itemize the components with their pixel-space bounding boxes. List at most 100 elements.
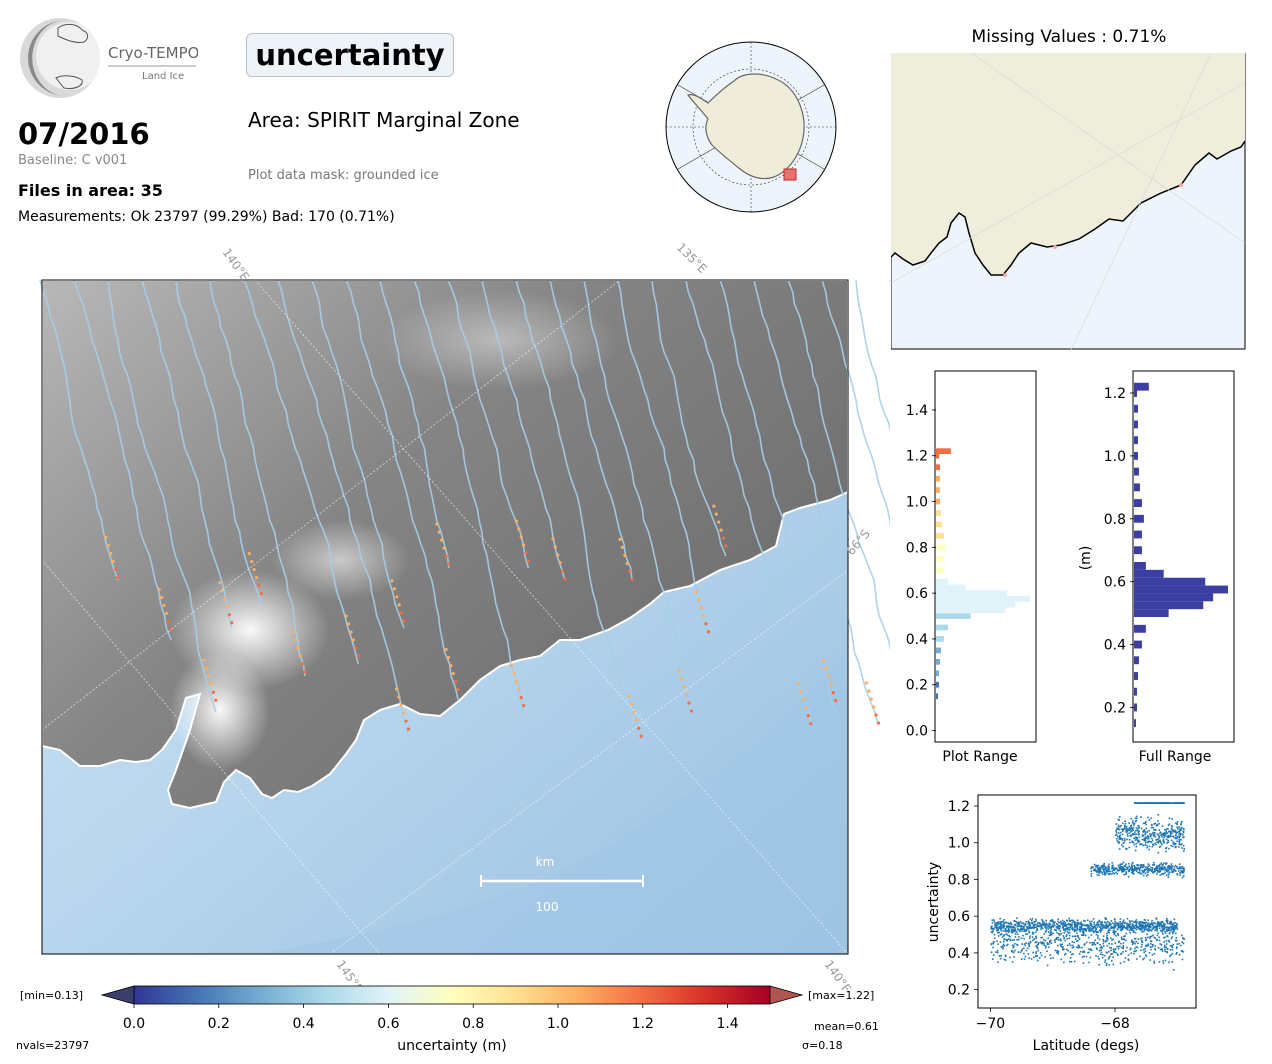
scatter-point — [1154, 835, 1157, 838]
scatter-point — [1177, 827, 1179, 830]
scatter-point — [1176, 821, 1179, 823]
scatter-point — [1032, 925, 1035, 927]
scatter-point — [1164, 829, 1166, 831]
scatter-point — [1070, 924, 1073, 927]
scatter-point — [1154, 842, 1156, 845]
scatter-point — [1067, 932, 1070, 935]
scatter-point — [1172, 830, 1174, 832]
scatter-point — [1095, 947, 1098, 949]
scatter-point — [1163, 936, 1166, 939]
scatter-point — [1007, 929, 1009, 932]
scatter-point — [1096, 873, 1099, 876]
histogram-tick-label: 0.0 — [906, 724, 928, 740]
scatter-point — [1171, 936, 1173, 938]
scatter-ytick-label: 0.6 — [948, 909, 970, 925]
scatter-point — [1072, 953, 1074, 955]
scatter-point — [1159, 922, 1162, 925]
scatter-point — [1107, 921, 1109, 923]
track-hot-point — [402, 711, 406, 715]
scatter-point — [1161, 928, 1164, 931]
scatter-point — [1032, 924, 1035, 926]
scatter-point — [1110, 947, 1112, 949]
scatter-point — [1048, 943, 1050, 945]
scatter-point — [1141, 921, 1143, 924]
scatter-point — [1036, 924, 1038, 926]
scatter-point — [1039, 924, 1042, 926]
scatter-point — [1140, 827, 1143, 830]
scatter-point — [1162, 802, 1164, 804]
scatter-point — [1028, 945, 1031, 948]
scatter-point — [1019, 951, 1022, 953]
scatter-point — [1063, 924, 1065, 927]
scatter-point — [1153, 861, 1155, 864]
scatter-point — [1142, 958, 1144, 961]
scatter-point — [1144, 866, 1147, 868]
scatter-point — [1139, 921, 1142, 924]
scatter-point — [1134, 802, 1137, 804]
scatter-point — [1150, 948, 1152, 951]
scatter-point — [1157, 947, 1160, 949]
scatter-point — [1165, 919, 1168, 922]
scatter-point — [1030, 958, 1033, 960]
scatter-point — [1100, 925, 1103, 927]
histogram-bar — [1134, 577, 1206, 586]
scatter-point — [1141, 940, 1143, 943]
scatter-point — [1033, 938, 1035, 940]
scatter-point — [1148, 927, 1151, 929]
scatter-point — [1117, 824, 1120, 827]
scatter-point — [1061, 919, 1064, 922]
scatter-point — [1131, 923, 1134, 925]
track-line — [413, 279, 525, 713]
scatter-point — [1102, 940, 1105, 943]
scatter-point — [1004, 959, 1007, 961]
scatter-point — [1017, 929, 1020, 931]
scatter-point — [1052, 932, 1054, 935]
scatter-point — [1074, 924, 1077, 927]
scatter-point — [1010, 928, 1013, 931]
scatter-point — [1127, 829, 1130, 832]
scatter-point — [1142, 822, 1145, 825]
scatter-point — [1151, 869, 1154, 872]
scatter-point — [1013, 938, 1016, 941]
scatter-point — [1077, 946, 1080, 949]
histogram-bar — [1134, 719, 1136, 728]
scatter-point — [1125, 932, 1128, 935]
track-hot-point — [623, 553, 627, 558]
scatter-point — [1062, 946, 1064, 948]
scatter-point — [1146, 867, 1149, 870]
scatter-point — [1162, 840, 1164, 842]
scatter-point — [1074, 935, 1077, 937]
scatter-point — [1135, 836, 1137, 839]
scatter-point — [1138, 867, 1141, 870]
histogram-bar — [1134, 569, 1164, 578]
scatter-point — [1181, 949, 1183, 952]
scatter-point — [1116, 838, 1118, 840]
scatter-point — [1106, 866, 1108, 869]
scatter-point — [1139, 872, 1142, 875]
track-hot-point — [560, 569, 565, 573]
track-hot-point — [699, 606, 703, 610]
scatter-point — [1130, 939, 1133, 942]
histogram-tick-label: 0.6 — [1104, 575, 1126, 591]
scatter-point — [1168, 867, 1170, 869]
scatter-point — [1080, 928, 1083, 931]
scatter-point — [1104, 868, 1106, 871]
scatter-point — [1133, 868, 1136, 870]
scatter-point — [1094, 939, 1096, 942]
scatter-point — [1165, 862, 1168, 864]
track-hot-point — [714, 512, 718, 516]
scatter-point — [1088, 936, 1090, 939]
scatter-point — [1026, 926, 1029, 928]
scatter-point — [1079, 926, 1082, 928]
scatter-point — [1143, 829, 1146, 831]
scatter-point — [1159, 839, 1161, 842]
scatter-point — [1133, 921, 1135, 923]
scatter-point — [1150, 866, 1152, 869]
scatter-point — [1060, 921, 1062, 924]
scatter-point — [1000, 923, 1002, 926]
scatter-point — [1131, 869, 1133, 871]
scatter-point — [1105, 964, 1108, 967]
scatter-point — [1121, 863, 1124, 865]
scatter-point — [1160, 867, 1163, 870]
histogram-bar — [1134, 562, 1146, 570]
